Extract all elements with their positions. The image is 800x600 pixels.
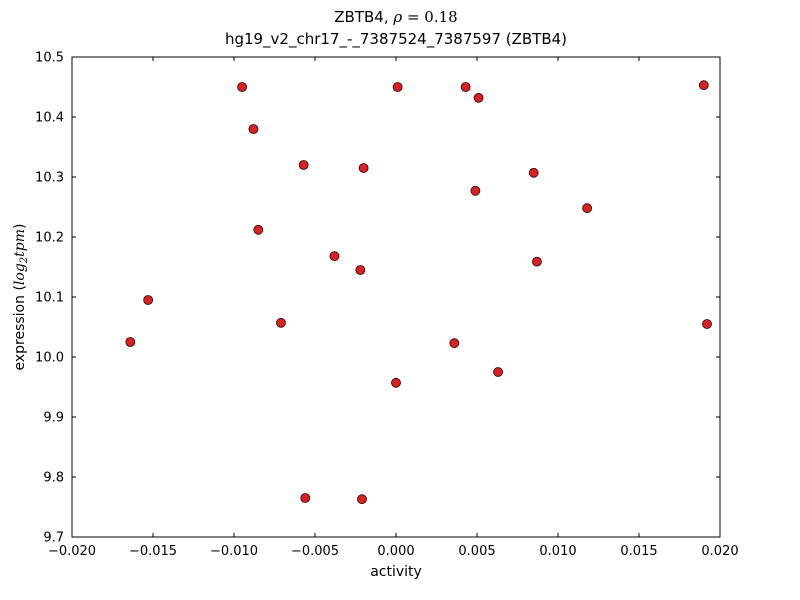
rho-symbol: ρ [392,8,402,26]
y-tick-label: 10.0 [35,351,64,366]
y-tick-label: 9.9 [43,411,64,426]
data-point [698,80,709,91]
data-point [528,167,539,178]
axes-frame [71,56,721,538]
x-axis-label: activity [370,564,422,580]
y-axis-label-sub: 2 [19,257,30,264]
x-tick-label: −0.010 [210,544,258,559]
chart-title: ZBTB4, ρ = 0.18 [334,8,457,26]
data-point [143,295,154,305]
y-tick-label: 10.5 [35,51,64,66]
data-point [449,338,460,349]
x-tick-label: −0.005 [291,544,339,559]
data-point [357,494,367,505]
y-axis-label-prefix: expression ( [12,285,28,370]
data-point [358,163,369,173]
data-point [355,265,366,275]
x-tick-label: 0.020 [701,544,738,559]
data-point [470,185,481,196]
y-axis-label-suffix: ) [12,223,28,228]
chart-subtitle: hg19_v2_chr17_-_7387524_7387597 (ZBTB4) [225,30,567,49]
x-tick-label: 0.005 [458,544,495,559]
data-point [582,203,593,214]
rho-value: = 0.18 [402,8,458,26]
data-point [702,319,712,329]
y-tick-label: 9.8 [43,471,64,486]
data-point [329,251,340,262]
x-tick-label: 0.010 [539,544,576,559]
data-point [237,82,248,92]
chart-title-text: ZBTB4, [334,8,393,26]
data-point [300,493,311,503]
data-point [460,82,471,92]
y-tick-label: 9.7 [43,531,64,546]
data-point [253,224,264,235]
data-point [473,92,484,103]
data-point [391,377,401,388]
y-axis-label-log: log [12,263,28,285]
y-tick-label: 10.2 [35,231,64,246]
y-tick-label: 10.1 [35,291,64,306]
data-point [392,82,403,92]
y-axis-label-tpm: tpm [12,229,28,257]
y-tick-label: 10.3 [35,171,64,186]
data-point [532,256,542,267]
y-tick-label: 10.4 [35,111,64,126]
plot-area: −0.020 −0.015 −0.010 −0.005 0.000 0.005 0.010 0… [35,51,739,560]
data-point [276,317,286,328]
data-point [493,367,503,377]
y-axis-label: expression (log2tpm) [12,223,30,370]
x-tick-label: −0.015 [129,544,177,559]
data-point [248,124,259,134]
x-tick-label: −0.020 [48,544,96,559]
data-point [125,337,136,347]
x-tick-label: 0.015 [620,544,657,559]
data-point [298,160,309,170]
x-tick-label: 0.000 [377,544,414,559]
